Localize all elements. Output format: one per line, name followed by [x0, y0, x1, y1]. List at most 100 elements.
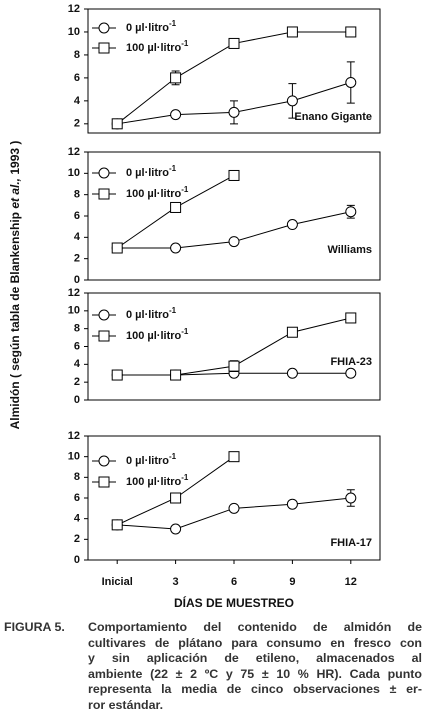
x-tick-label: 3 — [173, 576, 179, 588]
legend-sup: -1 — [181, 473, 189, 482]
y-tick-label: 2 — [74, 533, 80, 545]
legend-sup: -1 — [169, 452, 177, 461]
y-label-part: Almidón ( según tabla de Blankenship — [8, 209, 22, 430]
marker — [228, 169, 240, 181]
marker — [345, 76, 357, 88]
legend-marker — [98, 455, 110, 467]
marker — [111, 369, 123, 381]
x-tick-label: 9 — [289, 576, 295, 588]
legend-label: 0 µl·litro-1 — [126, 19, 177, 34]
x-tick-label: 12 — [345, 576, 357, 588]
legend-label: 100 µl·litro-1 — [126, 39, 189, 54]
caption: FIGURA 5. Comportamiento del contenido de… — [0, 620, 428, 714]
legend-name: 0 µl·litro — [126, 309, 169, 321]
legend-sup: -1 — [169, 19, 177, 28]
panel-label: FHIA-23 — [330, 356, 372, 368]
y-tick-label: 6 — [74, 340, 80, 352]
marker — [228, 360, 240, 372]
marker — [170, 201, 182, 213]
marker — [286, 367, 298, 379]
legend-name: 0 µl·litro — [126, 455, 169, 467]
y-tick-label: 2 — [74, 253, 80, 265]
plot-frame — [87, 8, 381, 134]
marker — [286, 95, 298, 107]
y-tick-label: 12 — [68, 287, 80, 299]
panel-label: FHIA-17 — [330, 537, 372, 549]
legend-label: 0 µl·litro-1 — [126, 306, 177, 321]
legend-sup: -1 — [169, 306, 177, 315]
y-tick-label: 8 — [74, 323, 80, 335]
caption-line: cultivares de plátano para consumo en fr… — [88, 635, 422, 650]
panel-label: Williams — [327, 244, 372, 256]
y-tick-label: 6 — [74, 492, 80, 504]
legend-marker — [98, 167, 110, 179]
y-tick-label: 6 — [74, 72, 80, 84]
marker — [170, 369, 182, 381]
y-tick-label: 4 — [74, 231, 81, 243]
y-tick-label: 8 — [74, 49, 80, 61]
legend-marker — [98, 476, 110, 488]
caption-line: representa la media de cinco observacion… — [88, 682, 422, 697]
marker — [111, 242, 123, 254]
legend-name: 100 µl·litro — [126, 476, 182, 488]
caption-label: FIGURA 5. — [4, 620, 65, 634]
legend-label: 100 µl·litro-1 — [126, 185, 189, 200]
y-axis-label: Almidón ( según tabla de Blankenship et … — [8, 141, 22, 430]
y-tick-label: 0 — [74, 274, 80, 286]
y-tick-label: 10 — [68, 167, 80, 179]
marker — [228, 451, 240, 463]
figure: DÍAS DE MUESTREO Almidón ( según tabla d… — [8, 3, 381, 610]
marker — [345, 367, 357, 379]
y-tick-label: 6 — [74, 210, 80, 222]
marker — [111, 519, 123, 531]
marker — [345, 26, 357, 38]
legend-marker — [98, 42, 110, 54]
y-tick-label: 12 — [68, 3, 80, 15]
y-tick-label: 10 — [68, 26, 80, 38]
legend-label: 100 µl·litro-1 — [126, 327, 189, 342]
marker — [170, 492, 182, 504]
marker — [345, 492, 357, 504]
marker — [286, 26, 298, 38]
y-tick-label: 2 — [74, 376, 80, 388]
legend-label: 100 µl·litro-1 — [126, 473, 189, 488]
legend-name: 100 µl·litro — [126, 188, 182, 200]
caption-line: ambiente (22 ± 2 ºC y 75 ± 10 % HR). Cad… — [88, 666, 422, 681]
legend-name: 100 µl·litro — [126, 42, 182, 54]
legend-marker — [98, 309, 110, 321]
y-tick-label: 10 — [68, 451, 80, 463]
x-tick-label: 6 — [231, 576, 237, 588]
marker — [170, 109, 182, 121]
y-tick-label: 4 — [74, 513, 81, 525]
y-label-part: 1993 ) — [8, 141, 22, 178]
marker — [228, 37, 240, 49]
marker — [170, 523, 182, 535]
y-tick-label: 0 — [74, 394, 80, 406]
x-axis-label: DÍAS DE MUESTREO — [174, 595, 294, 610]
marker — [286, 219, 298, 231]
legend-name: 0 µl·litro — [126, 22, 169, 34]
y-tick-label: 4 — [74, 95, 81, 107]
marker — [170, 72, 182, 84]
marker — [345, 206, 357, 218]
legend-sup: -1 — [181, 185, 189, 194]
marker — [228, 502, 240, 514]
y-tick-label: 10 — [68, 305, 80, 317]
legend-name: 100 µl·litro — [126, 330, 182, 342]
y-tick-label: 2 — [74, 118, 80, 130]
caption-line: y sin aplicación de etileno, almacenados… — [88, 651, 422, 666]
marker — [228, 106, 240, 118]
marker — [286, 498, 298, 510]
y-tick-label: 4 — [74, 358, 81, 370]
marker — [228, 236, 240, 248]
marker — [286, 326, 298, 338]
marker — [170, 242, 182, 254]
caption-line: Comportamiento del contenido de almidón … — [88, 620, 422, 634]
legend-marker — [98, 330, 110, 342]
y-label-part: et al., — [8, 178, 22, 209]
marker — [111, 118, 123, 130]
panel-label: Enano Gigante — [294, 111, 372, 123]
x-tick-label: Inicial — [102, 576, 133, 588]
legend-sup: -1 — [181, 39, 189, 48]
